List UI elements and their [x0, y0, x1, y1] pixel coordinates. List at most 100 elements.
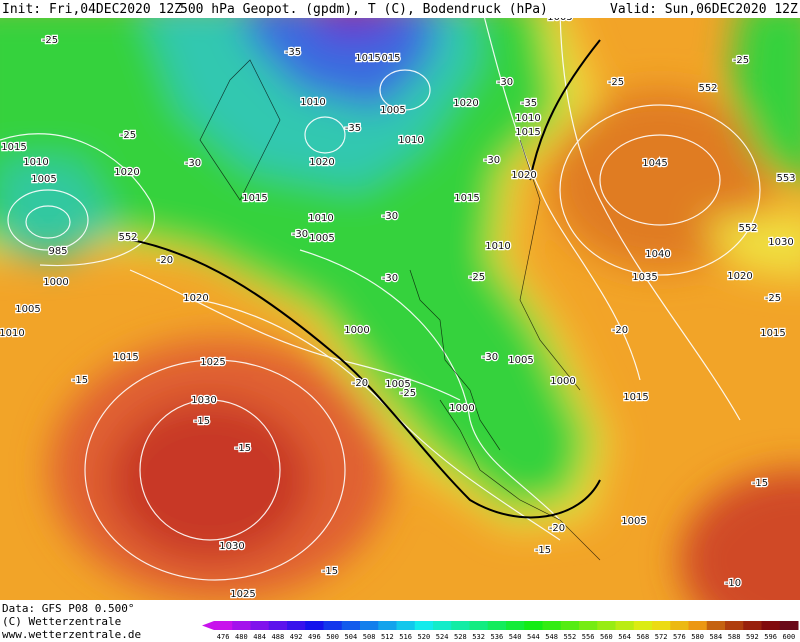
scale-swatch: [287, 621, 306, 630]
scale-label: 500: [326, 633, 339, 641]
contour-label: -25: [608, 77, 624, 88]
contour-label: 1020: [183, 293, 208, 304]
contour-label: 1015: [454, 193, 479, 204]
scale-label: 556: [582, 633, 595, 641]
contour-label: 1020: [453, 98, 478, 109]
scale-swatch: [250, 621, 270, 630]
scale-label: 488: [272, 633, 285, 641]
contour-label: -25: [733, 55, 749, 66]
contour-label: -30: [497, 77, 513, 88]
scale-label: 584: [710, 633, 723, 641]
contour-label: -15: [194, 416, 210, 427]
website: www.wetterzentrale.de: [2, 628, 141, 641]
init-time: Init: Fri,04DEC2020 12Z: [2, 2, 182, 17]
contour-label: 1035: [632, 272, 657, 283]
scale-label: 496: [308, 633, 321, 641]
contour-label: -15: [235, 443, 251, 454]
scale-swatch: [451, 621, 470, 630]
scale-swatch: [725, 621, 744, 630]
contour-label: 1020: [511, 170, 536, 181]
contour-labels: -25 1015 1010 1005 985 -25 1020 552 1000 1005 1010…: [0, 11, 797, 602]
scale-swatch: [633, 621, 653, 630]
contour-label: -25: [765, 293, 781, 304]
contour-label: 1020: [727, 271, 752, 282]
scale-label: 560: [600, 633, 613, 641]
contour-label: 985: [48, 246, 67, 257]
copyright: (C) Wetterzentrale: [2, 615, 121, 628]
data-source: Data: GFS P08 0.500°: [2, 602, 134, 615]
scale-swatch: [743, 621, 762, 630]
scale-label: 540: [509, 633, 522, 641]
scale-label: 504: [345, 633, 358, 641]
scale-label: 516: [399, 633, 412, 641]
valid-time: Valid: Sun,06DEC2020 12Z: [610, 2, 798, 17]
scale-swatch: [341, 621, 361, 630]
contour-label: 1000: [550, 376, 575, 387]
contour-label: 1030: [768, 237, 793, 248]
contour-label: 1005: [380, 105, 405, 116]
contour-label: 553: [776, 173, 795, 184]
contour-label: -35: [521, 98, 537, 109]
scale-swatch: [469, 621, 489, 630]
scale-swatch: [597, 621, 616, 630]
contour-label: -30: [185, 158, 201, 169]
scale-label: 536: [491, 633, 504, 641]
scale-swatch: [706, 621, 726, 630]
contour-label: 1015: [113, 352, 138, 363]
scale-label: 568: [637, 633, 650, 641]
scale-label: 520: [418, 633, 431, 641]
contour-label: 1010: [300, 97, 325, 108]
scale-swatch: [414, 621, 434, 630]
contour-label: 1005: [31, 174, 56, 185]
scale-swatch: [506, 621, 525, 630]
scale-swatch: [305, 621, 324, 630]
scale-arrow-left: [202, 621, 214, 630]
scale-label: 512: [381, 633, 394, 641]
contour-label: 1025: [200, 357, 225, 368]
contour-label: -25: [42, 35, 58, 46]
contour-label: 1020: [114, 167, 139, 178]
contour-label: 1010: [515, 113, 540, 124]
contour-label: 1005: [309, 233, 334, 244]
scale-label: 552: [564, 633, 577, 641]
contour-label: 1045: [642, 158, 667, 169]
scale-label: 508: [363, 633, 376, 641]
contour-label: 1015: [760, 328, 785, 339]
scale-label: 544: [527, 633, 540, 641]
scale-swatch: [688, 621, 708, 630]
contour-label: 1015: [623, 392, 648, 403]
contour-label: -15: [535, 545, 551, 556]
scale-swatch: [487, 621, 507, 630]
scale-swatch: [579, 621, 598, 630]
scale-swatch: [268, 621, 288, 630]
map-title: 500 hPa Geopot. (gpdm), T (C), Bodendruc…: [180, 2, 548, 17]
contour-label: 1010: [485, 241, 510, 252]
contour-label: 1005: [385, 379, 410, 390]
scale-label: 564: [618, 633, 631, 641]
scale-label: 580: [691, 633, 704, 641]
scale-swatch: [542, 621, 562, 630]
scale-swatch: [652, 621, 671, 630]
contour-label: -25: [469, 272, 485, 283]
scale-swatch: [378, 621, 397, 630]
scale-swatch: [779, 621, 799, 630]
scale-label: 572: [655, 633, 668, 641]
contour-label: -30: [382, 211, 398, 222]
contour-label: 1000: [344, 325, 369, 336]
contour-label: -25: [400, 388, 416, 399]
contour-label: -30: [482, 352, 498, 363]
contour-label: 1010: [0, 328, 25, 339]
contour-label: 1015: [515, 127, 540, 138]
contour-label: 1010: [23, 157, 48, 168]
contour-label: -30: [382, 273, 398, 284]
contour-label: -20: [612, 325, 628, 336]
scale-label: 532: [472, 633, 485, 641]
contour-label: 1015: [355, 53, 380, 64]
color-scale: 476 480 484 488 492 496 500 504 508 512 516 520 524 5…: [202, 621, 799, 641]
scale-label: 588: [728, 633, 741, 641]
contour-label: 1000: [449, 403, 474, 414]
contour-label: 1005: [621, 516, 646, 527]
contour-label: -15: [72, 375, 88, 386]
